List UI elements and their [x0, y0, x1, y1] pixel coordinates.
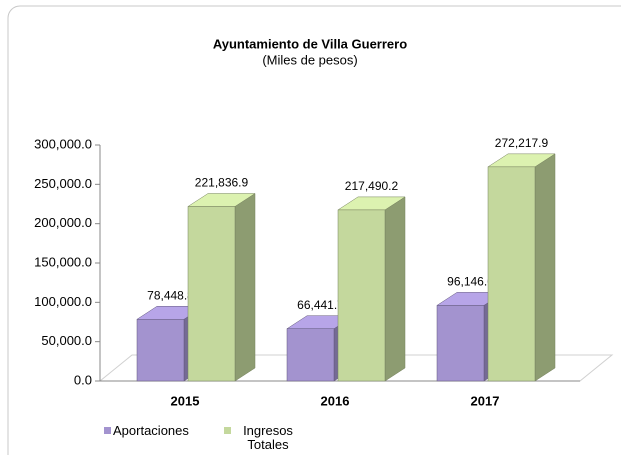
bar — [436, 305, 485, 382]
x-tick-label: 2017 — [471, 393, 500, 408]
data-label: 217,490.2 — [345, 179, 399, 193]
data-label: 96,146.6 — [447, 275, 494, 289]
bar — [187, 206, 236, 382]
legend-label: Ingresos Totales — [243, 423, 293, 452]
bar — [487, 166, 536, 382]
bar-side — [534, 153, 556, 382]
chart-title: Ayuntamiento de Villa Guerrero — [213, 36, 407, 51]
bar-side — [234, 193, 256, 382]
bar — [337, 209, 386, 382]
bar-side — [384, 196, 406, 382]
bar — [286, 328, 335, 382]
x-tick-label: 2015 — [171, 393, 200, 408]
data-label: 66,441.7 — [297, 298, 344, 312]
data-label: 221,836.9 — [195, 176, 249, 190]
x-tick-label: 2016 — [321, 393, 350, 408]
y-tick-label: 0.0 — [74, 372, 92, 387]
data-label: 78,448.8 — [147, 288, 194, 302]
legend-swatch — [104, 427, 111, 434]
y-tick-label: 250,000.0 — [34, 176, 92, 191]
legend-label: Aportaciones — [113, 423, 189, 438]
bar — [136, 319, 185, 382]
y-tick-label: 100,000.0 — [34, 294, 92, 309]
y-tick-label: 300,000.0 — [34, 136, 92, 151]
y-tick-label: 200,000.0 — [34, 215, 92, 230]
chart-subtitle: (Miles de pesos) — [262, 52, 357, 67]
legend-swatch — [224, 427, 231, 434]
data-label: 272,217.9 — [495, 136, 549, 150]
y-tick-label: 50,000.0 — [41, 333, 92, 348]
y-tick-label: 150,000.0 — [34, 254, 92, 269]
